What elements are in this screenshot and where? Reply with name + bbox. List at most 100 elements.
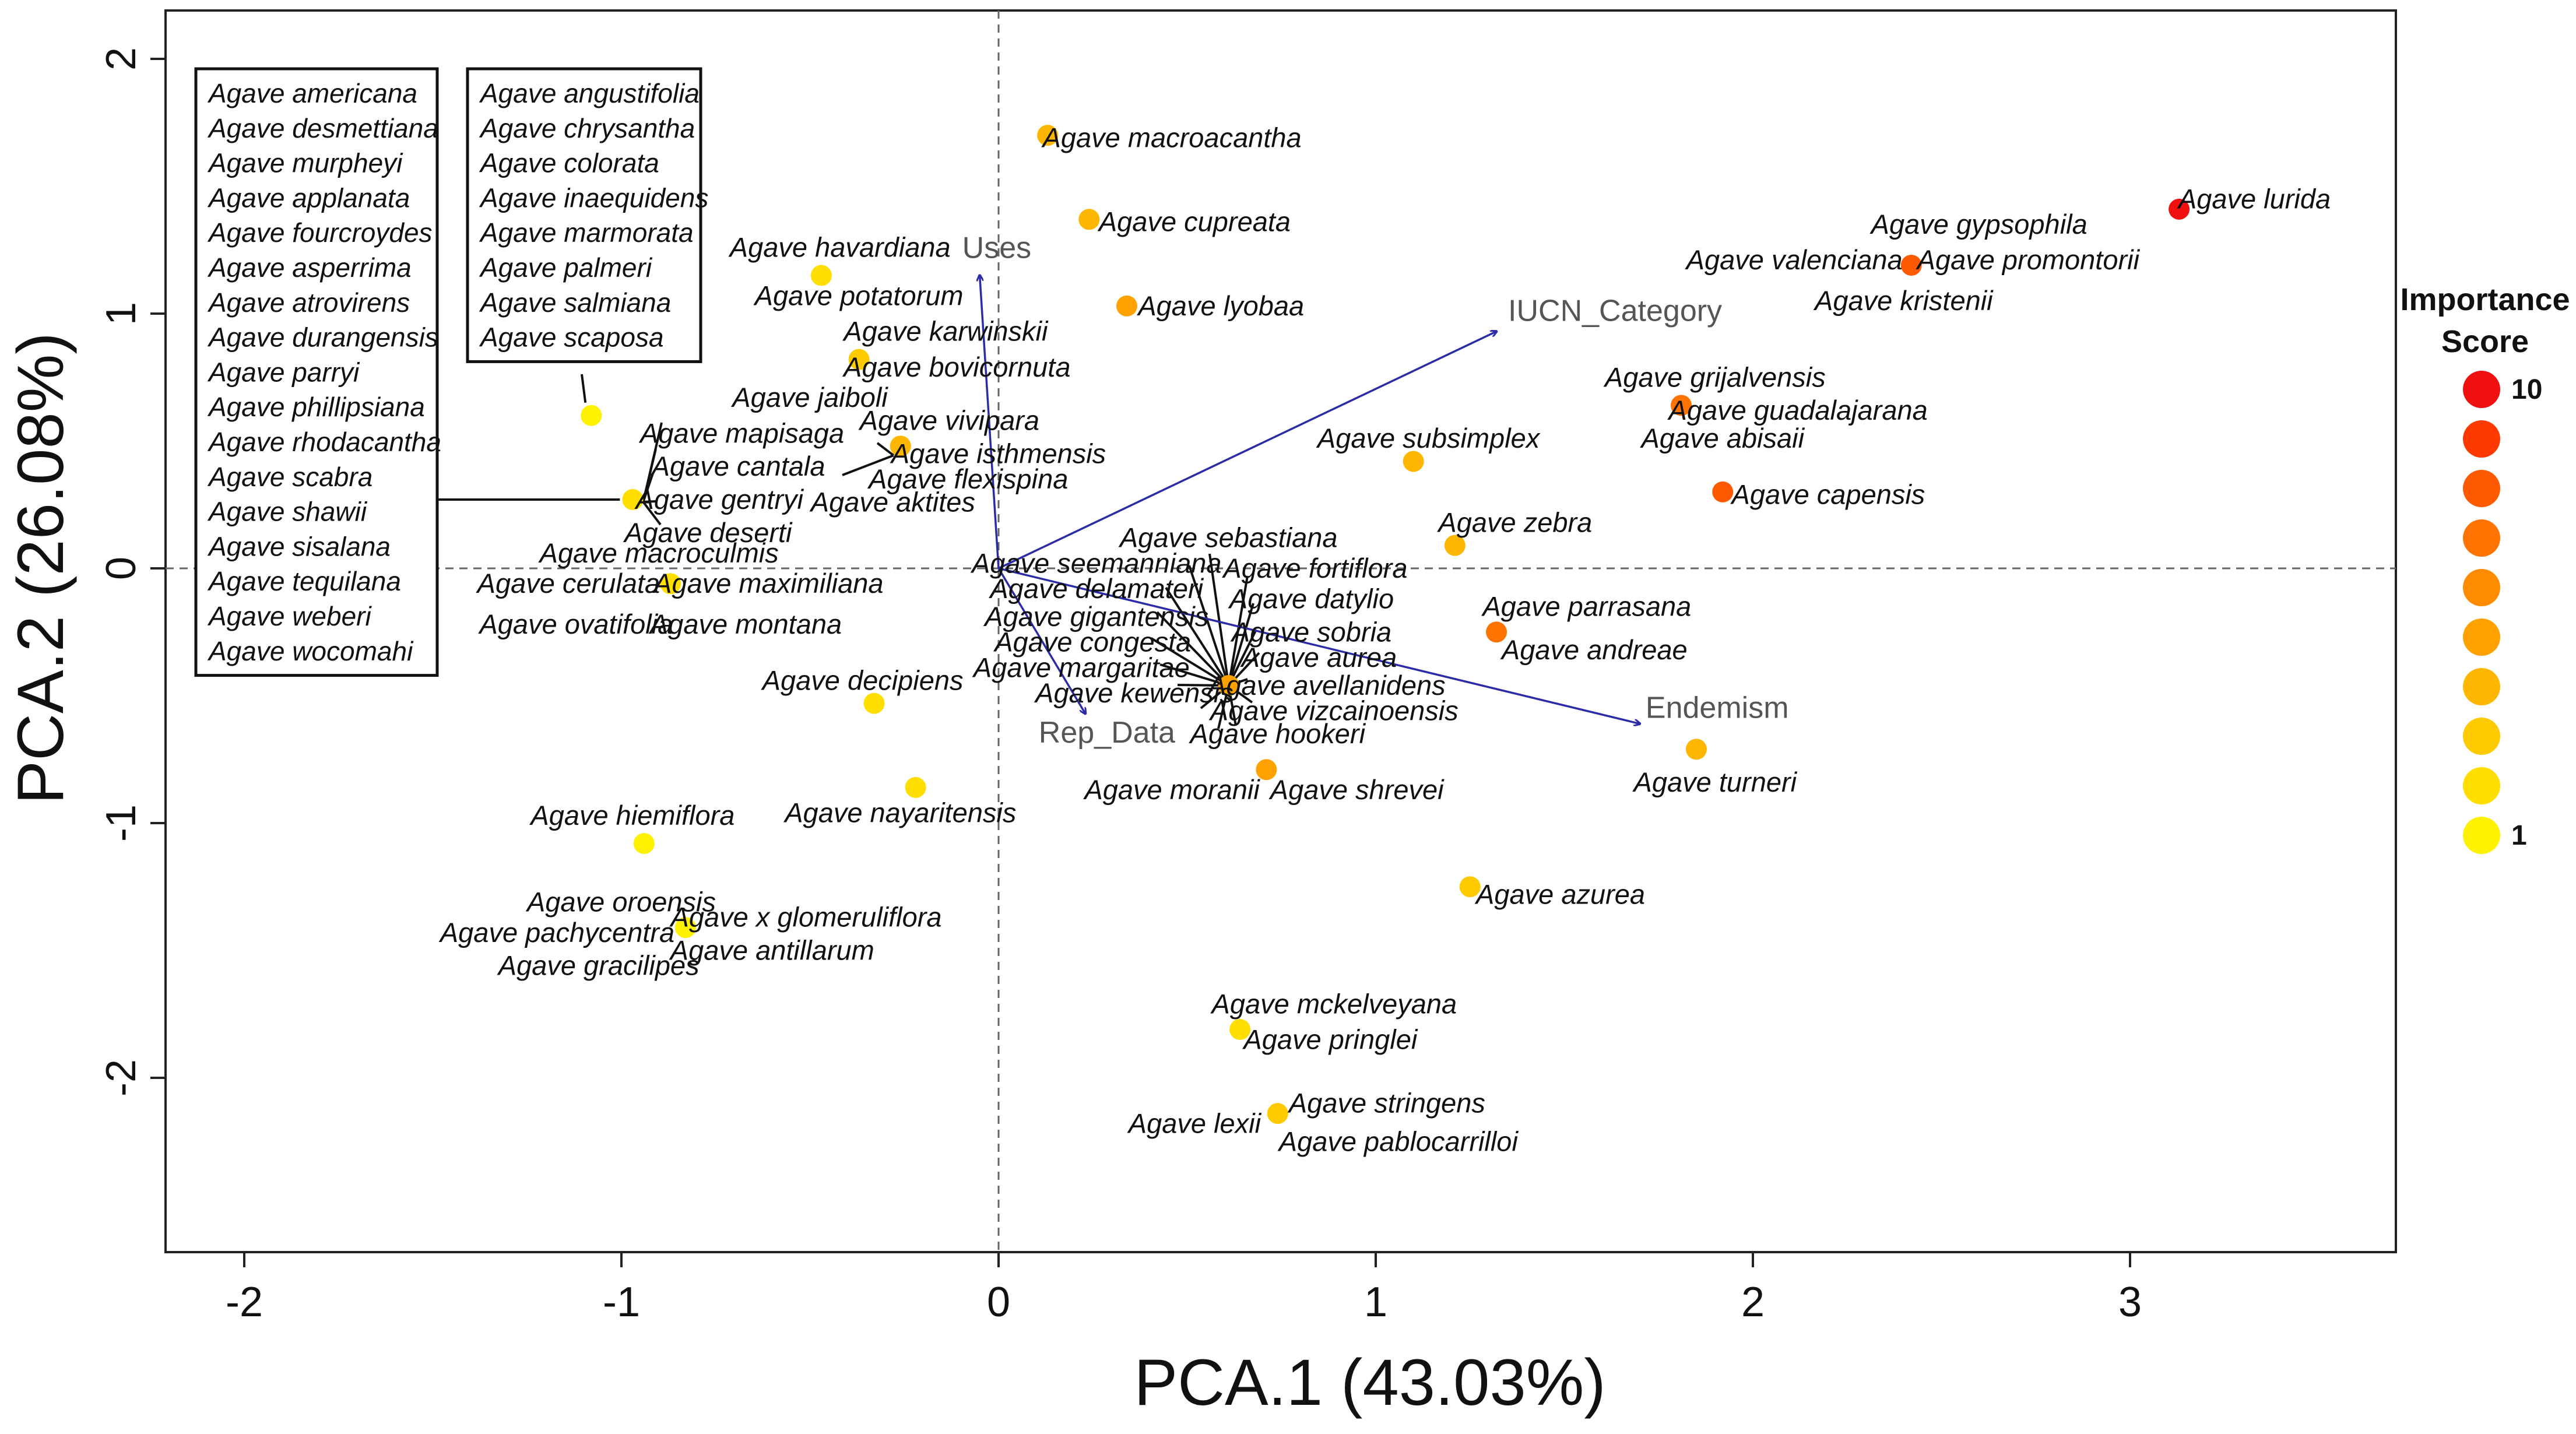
- species-box-right: [466, 67, 702, 363]
- importance-legend: Importance Score 10 1: [2400, 282, 2570, 854]
- species-label: Agave parrasana: [1481, 591, 1691, 622]
- vector-label: Uses: [962, 231, 1031, 265]
- species-label: Agave grijalvensis: [1603, 361, 1826, 392]
- species-label: Agave oroensis: [525, 886, 716, 917]
- data-point: [1444, 535, 1466, 556]
- species-label: Agave x glomeruliflora: [669, 902, 942, 933]
- data-point: [905, 776, 926, 798]
- species-label: Agave gentryi: [634, 484, 804, 515]
- vector-label: Rep_Data: [1039, 716, 1175, 750]
- species-label: Agave montana: [648, 609, 842, 639]
- leader-line: [842, 454, 894, 476]
- grouped-species-label: Agave angustifolia: [479, 78, 700, 108]
- species-label: Agave cupreata: [1097, 206, 1291, 237]
- species-label: Agave subsimplex: [1316, 423, 1541, 454]
- species-label: Agave macroacantha: [1041, 122, 1302, 153]
- grouped-species-label: Agave chrysantha: [479, 113, 695, 143]
- leader-line: [642, 501, 662, 526]
- species-label: Agave kristenii: [1813, 285, 1994, 316]
- leader-line: [1227, 603, 1254, 686]
- legend-swatch: [2463, 767, 2500, 804]
- x-tick-label: 2: [1741, 1279, 1765, 1326]
- data-point: [1403, 451, 1424, 472]
- data-point: [1712, 481, 1734, 502]
- species-label: Agave karwinskii: [842, 316, 1049, 347]
- data-point: [890, 435, 911, 457]
- species-label: Agave gracilipes: [497, 950, 700, 981]
- species-label: Agave margaritae: [972, 652, 1190, 683]
- x-tick-label: -2: [226, 1279, 263, 1326]
- species-label: Agave lexii: [1127, 1108, 1262, 1139]
- species-label: Agave pringlei: [1242, 1024, 1418, 1055]
- species-label: Agave lyobaa: [1136, 290, 1304, 321]
- leader-line: [1150, 637, 1229, 687]
- legend-swatch: [2463, 817, 2500, 854]
- data-point: [1267, 1103, 1288, 1124]
- species-label: Agave turneri: [1632, 767, 1798, 797]
- grouped-label-boxes: Agave americana Agave desmettiana Agave mu…: [194, 67, 708, 677]
- grouped-species-label: Agave scaposa: [479, 322, 664, 353]
- species-label: Agave cerulata: [476, 568, 660, 599]
- legend-max-label: 10: [2511, 374, 2542, 405]
- grouped-species-label: Agave colorata: [479, 148, 659, 178]
- x-tick-label: -1: [603, 1279, 640, 1326]
- vector-iucn-category: [998, 332, 1496, 570]
- species-label: Agave hookeri: [1189, 718, 1366, 749]
- data-point: [1116, 295, 1137, 317]
- x-tick-label: 3: [2118, 1279, 2142, 1326]
- vector-endemism: [998, 567, 1640, 724]
- species-label: Agave delamateri: [988, 573, 1204, 604]
- legend-title: Importance: [2400, 282, 2570, 317]
- grouped-species-label: Agave scabra: [207, 462, 372, 492]
- species-label: Agave valenciana: [1685, 244, 1903, 275]
- species-label: Agave cantala: [650, 451, 825, 481]
- vector-rep-data: [997, 568, 1085, 714]
- data-point: [633, 832, 655, 854]
- leader-line: [1208, 553, 1230, 686]
- grouped-species-label: Agave durangensis: [207, 322, 438, 353]
- species-label: Agave pachycentra: [438, 917, 674, 948]
- species-label: Agave isthmensis: [890, 438, 1106, 469]
- leader-line: [1165, 586, 1230, 687]
- axes: -2 -1 0 1 2 3 -2 -1 0 1 2: [98, 47, 2142, 1326]
- data-point: [1900, 254, 1922, 276]
- leader-line: [1227, 575, 1249, 686]
- grouped-species-label: Agave sisalana: [207, 531, 391, 561]
- data-point: [2169, 198, 2190, 220]
- vector-uses: [980, 275, 1000, 569]
- legend-swatch: [2463, 371, 2500, 408]
- grouped-species-label: Agave inaequidens: [479, 182, 708, 213]
- species-label: Agave flexispina: [867, 463, 1068, 494]
- data-point: [848, 349, 870, 370]
- species-label: Agave guadalajarana: [1667, 395, 1928, 426]
- x-axis-title: PCA.1 (43.03%): [1134, 1346, 1605, 1419]
- legend-swatch: [2463, 618, 2500, 656]
- species-label: Agave jaiboli: [730, 382, 888, 413]
- leader-line: [876, 442, 894, 456]
- leader-line: [1159, 663, 1229, 687]
- species-label: Agave moranii: [1083, 774, 1260, 805]
- grouped-species-label: Agave asperrima: [207, 252, 412, 283]
- data-point: [1671, 395, 1692, 416]
- grouped-species-label: Agave murpheyi: [207, 148, 403, 178]
- species-label: Agave potatorum: [753, 280, 964, 311]
- species-label: Agave promontorii: [1916, 244, 2141, 275]
- data-point: [674, 917, 696, 939]
- data-point: [1256, 759, 1277, 781]
- legend-swatch: [2463, 470, 2500, 507]
- species-label: Agave hiemiflora: [529, 800, 735, 831]
- legend-min-label: 1: [2511, 820, 2527, 851]
- species-label: Agave abisaii: [1639, 423, 1805, 454]
- grouped-species-label: Agave palmeri: [479, 252, 653, 283]
- species-label: Agave nayaritensis: [783, 797, 1016, 828]
- data-point: [863, 693, 885, 714]
- species-label: Agave bovicornuta: [842, 352, 1070, 382]
- x-tick-label: 1: [1364, 1279, 1387, 1326]
- leader-line: [581, 374, 587, 403]
- species-label: Agave decipiens: [761, 665, 964, 695]
- species-box-left: [194, 67, 439, 677]
- species-label: Agave andreae: [1500, 634, 1688, 665]
- data-point: [1459, 876, 1481, 898]
- point-labels: Agave lurida Agave gypsophila Agave valenc…: [438, 122, 2331, 1157]
